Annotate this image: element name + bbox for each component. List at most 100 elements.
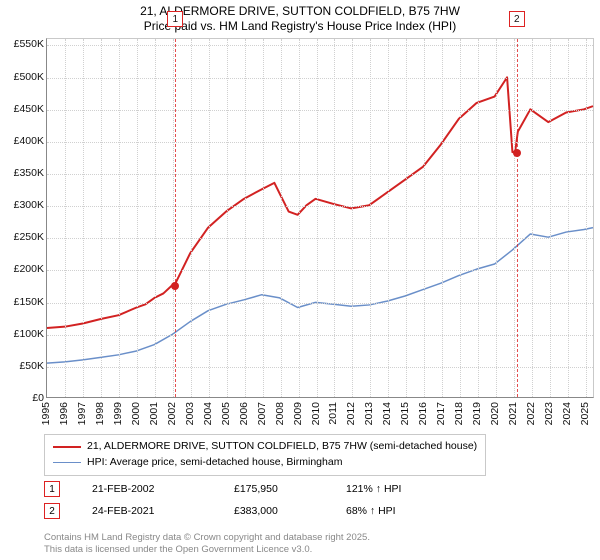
- sales-price: £383,000: [234, 505, 314, 517]
- x-tick-label: 2006: [238, 402, 250, 425]
- x-tick-label: 2007: [256, 402, 268, 425]
- grid-line-h: [47, 174, 593, 175]
- grid-line-v: [281, 39, 282, 397]
- grid-line-v: [478, 39, 479, 397]
- grid-line-v: [191, 39, 192, 397]
- x-tick-label: 2023: [543, 402, 555, 425]
- grid-line-v: [370, 39, 371, 397]
- grid-line-v: [406, 39, 407, 397]
- x-tick-label: 2021: [507, 402, 519, 425]
- grid-line-v: [424, 39, 425, 397]
- sale-marker-line: [175, 39, 176, 397]
- legend-item: HPI: Average price, semi-detached house,…: [53, 455, 477, 471]
- sales-marker-box: 1: [44, 481, 60, 497]
- grid-line-v: [568, 39, 569, 397]
- footer-line-2: This data is licensed under the Open Gov…: [44, 544, 370, 556]
- grid-line-v: [388, 39, 389, 397]
- y-tick-label: £200K: [14, 263, 44, 275]
- x-tick-label: 2003: [184, 402, 196, 425]
- sales-date: 21-FEB-2002: [92, 483, 202, 495]
- grid-line-h: [47, 367, 593, 368]
- grid-line-h: [47, 270, 593, 271]
- x-tick-label: 2010: [310, 402, 322, 425]
- grid-line-v: [442, 39, 443, 397]
- legend-swatch: [53, 446, 81, 448]
- x-tick-label: 1995: [40, 402, 52, 425]
- x-tick-label: 2017: [435, 402, 447, 425]
- x-tick-label: 2015: [399, 402, 411, 425]
- sale-dot: [513, 149, 521, 157]
- y-tick-label: £500K: [14, 71, 44, 83]
- sales-row: 1 21-FEB-2002 £175,950 121% ↑ HPI: [44, 478, 456, 500]
- grid-line-h: [47, 45, 593, 46]
- grid-line-h: [47, 335, 593, 336]
- grid-line-v: [550, 39, 551, 397]
- grid-line-v: [155, 39, 156, 397]
- x-tick-label: 2004: [202, 402, 214, 425]
- legend-label: HPI: Average price, semi-detached house,…: [87, 455, 342, 471]
- x-tick-label: 2011: [327, 402, 339, 425]
- grid-line-h: [47, 206, 593, 207]
- x-tick-label: 2025: [579, 402, 591, 425]
- x-tick-label: 2022: [525, 402, 537, 425]
- chart-lines: [47, 39, 593, 397]
- legend-label: 21, ALDERMORE DRIVE, SUTTON COLDFIELD, B…: [87, 439, 477, 455]
- x-tick-label: 1998: [94, 402, 106, 425]
- grid-line-v: [299, 39, 300, 397]
- x-tick-label: 2008: [274, 402, 286, 425]
- y-tick-label: £300K: [14, 199, 44, 211]
- x-tick-label: 2014: [381, 402, 393, 425]
- x-tick-label: 2000: [130, 402, 142, 425]
- x-tick-label: 2024: [561, 402, 573, 425]
- sales-table: 121-FEB-2002£175,950121% ↑ HPI224-FEB-20…: [44, 478, 456, 522]
- y-tick-label: £150K: [14, 296, 44, 308]
- grid-line-v: [334, 39, 335, 397]
- grid-line-v: [460, 39, 461, 397]
- sale-marker-box: 2: [509, 11, 525, 27]
- grid-line-v: [263, 39, 264, 397]
- legend-swatch: [53, 462, 81, 463]
- grid-line-v: [532, 39, 533, 397]
- series-hpi: [47, 228, 593, 364]
- sales-hpi: 121% ↑ HPI: [346, 483, 456, 495]
- x-tick-label: 2009: [292, 402, 304, 425]
- x-tick-label: 1997: [76, 402, 88, 425]
- grid-line-h: [47, 110, 593, 111]
- grid-line-h: [47, 238, 593, 239]
- y-tick-label: £400K: [14, 135, 44, 147]
- grid-line-v: [83, 39, 84, 397]
- sale-marker-line: [517, 39, 518, 397]
- x-tick-label: 2016: [417, 402, 429, 425]
- grid-line-v: [514, 39, 515, 397]
- x-tick-label: 2013: [363, 402, 375, 425]
- grid-line-v: [245, 39, 246, 397]
- grid-line-v: [65, 39, 66, 397]
- legend-item: 21, ALDERMORE DRIVE, SUTTON COLDFIELD, B…: [53, 439, 477, 455]
- y-tick-label: £350K: [14, 167, 44, 179]
- grid-line-v: [227, 39, 228, 397]
- grid-line-v: [352, 39, 353, 397]
- grid-line-v: [586, 39, 587, 397]
- grid-line-v: [496, 39, 497, 397]
- x-tick-label: 2018: [453, 402, 465, 425]
- footer-attribution: Contains HM Land Registry data © Crown c…: [44, 532, 370, 556]
- y-tick-label: £550K: [14, 38, 44, 50]
- sale-marker-box: 1: [167, 11, 183, 27]
- grid-line-v: [173, 39, 174, 397]
- x-tick-label: 1996: [58, 402, 70, 425]
- sales-price: £175,950: [234, 483, 314, 495]
- series-price_paid: [47, 77, 593, 328]
- x-tick-label: 1999: [112, 402, 124, 425]
- grid-line-v: [101, 39, 102, 397]
- grid-line-v: [317, 39, 318, 397]
- y-tick-label: £450K: [14, 103, 44, 115]
- plot-area: 12: [46, 38, 594, 398]
- x-tick-label: 2020: [489, 402, 501, 425]
- y-tick-label: £100K: [14, 328, 44, 340]
- grid-line-h: [47, 78, 593, 79]
- x-tick-label: 2002: [166, 402, 178, 425]
- legend: 21, ALDERMORE DRIVE, SUTTON COLDFIELD, B…: [44, 434, 486, 476]
- x-tick-label: 2012: [345, 402, 357, 425]
- grid-line-v: [209, 39, 210, 397]
- sales-hpi: 68% ↑ HPI: [346, 505, 456, 517]
